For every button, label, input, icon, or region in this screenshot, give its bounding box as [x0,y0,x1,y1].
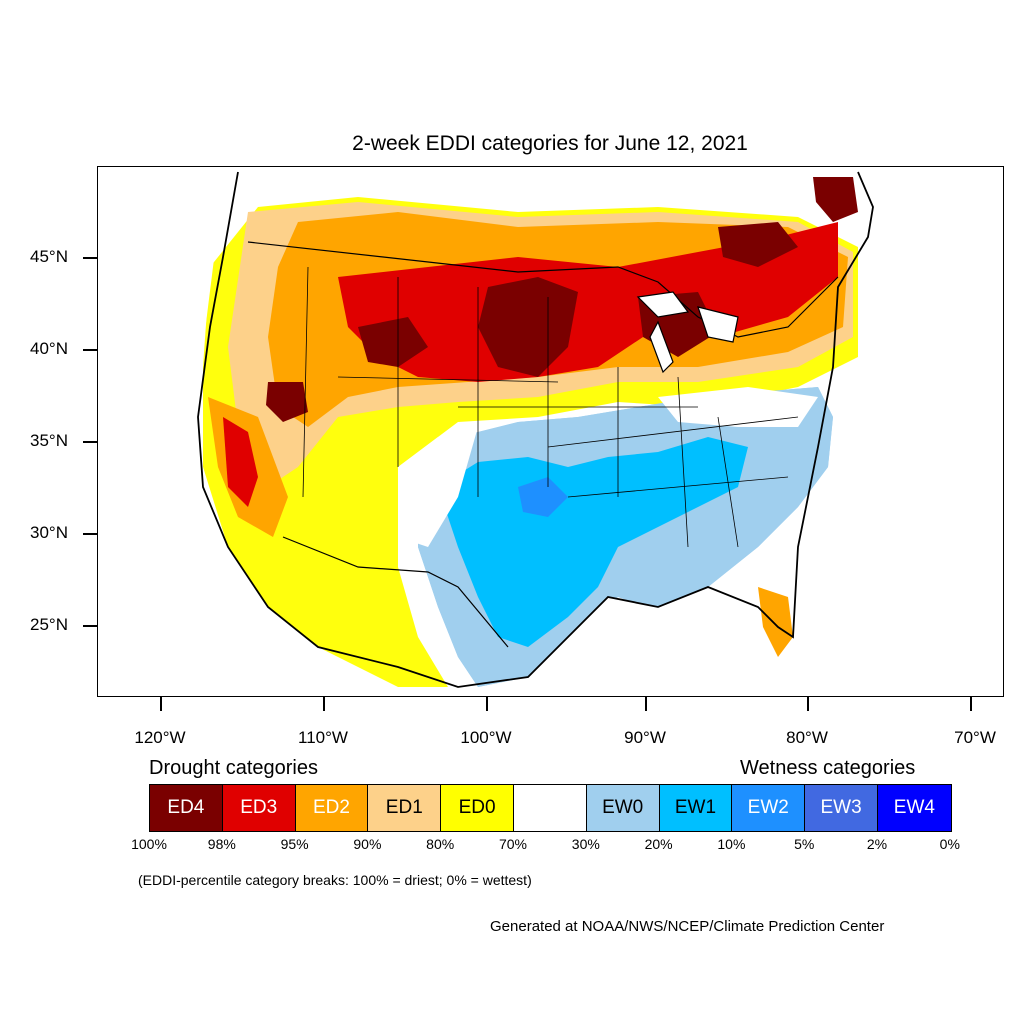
legend-percentile-label: 80% [426,836,455,852]
category-breaks-note: (EDDI-percentile category breaks: 100% =… [138,872,532,888]
x-tick-label: 80°W [786,728,828,747]
legend-box-ew1: EW1 [659,785,733,831]
dry-ed4-utah [266,382,308,422]
x-tick-label: 90°W [624,728,666,747]
x-tick [486,697,488,711]
dry-ed3-region [338,222,838,382]
legend-box-ew2: EW2 [732,785,806,831]
pacific-ocean [98,167,448,696]
eddi-map [97,166,1004,697]
legend-drought-heading: Drought categories [149,757,318,779]
x-tick-label: 100°W [460,728,512,747]
y-tick-label: 45°N [30,247,68,266]
legend-percentile-label: 90% [353,836,382,852]
atlantic-ocean [798,167,1003,696]
y-tick [83,533,97,535]
legend-percentile-label: 98% [207,836,236,852]
legend-box-ed0: ED0 [441,785,514,831]
y-tick-label: 25°N [30,615,68,634]
y-tick [83,257,97,259]
legend-percentile-label: 95% [280,836,309,852]
x-tick [323,697,325,711]
y-tick [83,349,97,351]
dry-ed4-northern-plains [478,277,578,377]
eddi-map-canvas [98,167,1003,696]
legend-color-bar: ED4 ED3 ED2 ED1 ED0 EW0 EW1 EW2 EW3 EW4 [149,784,952,832]
neutral-region-plains [398,427,478,547]
y-tick [83,441,97,443]
legend-percentile-label: 5% [794,836,815,852]
dry-ed4-minnesota [358,317,428,367]
x-tick [970,697,972,711]
dry-ed4-quebec [813,177,858,222]
legend-box-ew3: EW3 [805,785,878,831]
x-tick [807,697,809,711]
legend-box-ed3: ED3 [222,785,296,831]
x-tick [160,697,162,711]
legend-percentile-label: 20% [644,836,673,852]
legend-box-neutral [513,785,587,831]
legend-percentile-label: 30% [571,836,600,852]
legend-box-ed1: ED1 [368,785,442,831]
dry-ed2-florida [758,587,793,657]
x-tick-label: 110°W [298,728,348,747]
coastline [197,171,874,688]
credit-line: Generated at NOAA/NWS/NCEP/Climate Predi… [490,918,885,935]
great-lakes [636,291,739,374]
legend-wetness-heading: Wetness categories [740,757,916,779]
legend-box-ed4: ED4 [150,785,223,831]
dry-ed4-ontario [718,222,798,267]
x-tick-label: 70°W [954,728,996,747]
us-mexico-border [282,536,509,648]
neutral-region-east [658,387,818,427]
y-tick-label: 30°N [30,523,68,542]
legend-percentile-label: 0% [939,836,960,852]
y-tick-label: 40°N [30,339,68,358]
gulf-of-mexico [568,597,758,696]
legend-percentile-label: 70% [498,836,528,852]
x-tick [645,697,647,711]
dry-ed3-southwest [223,417,258,507]
legend-percentile-label: 100% [131,836,167,852]
y-tick-label: 35°N [30,431,68,450]
x-tick-label: 120°W [134,728,186,747]
legend-box-ew0: EW0 [586,785,660,831]
y-tick [83,625,97,627]
legend-percentile-label: 10% [717,836,746,852]
legend-percentile-label: 2% [866,836,888,852]
legend-box-ew4: EW4 [877,785,951,831]
map-title: 2-week EDDI categories for June 12, 2021 [352,132,748,155]
state-lines [302,266,799,548]
legend-box-ed2: ED2 [295,785,369,831]
